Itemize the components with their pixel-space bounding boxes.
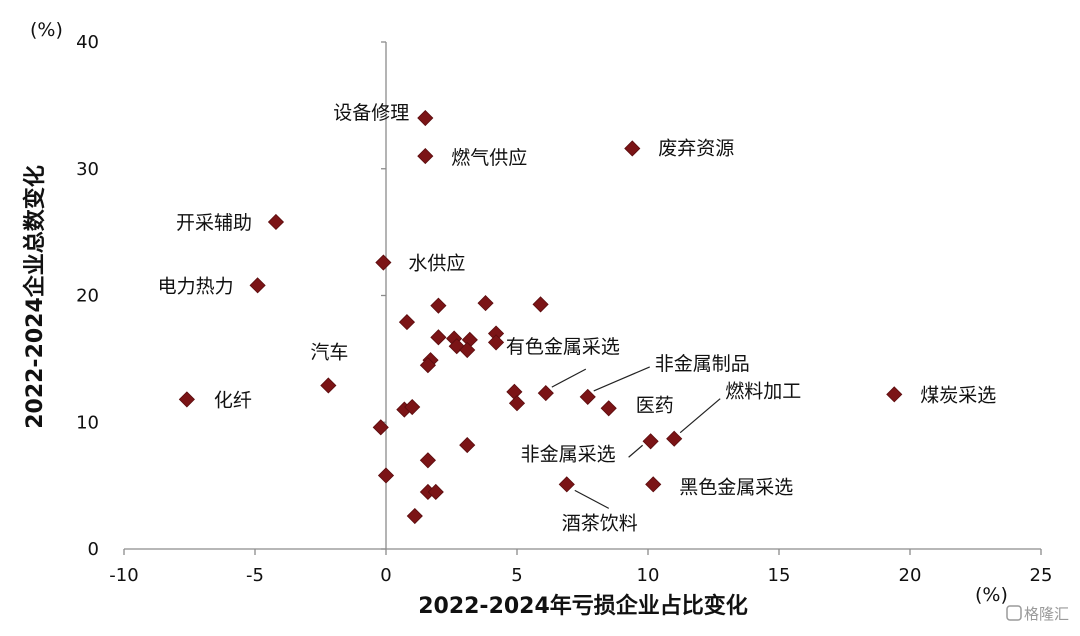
y-axis-unit: (%) — [30, 19, 63, 41]
y-tick-label: 10 — [76, 412, 99, 433]
leader-line — [679, 398, 721, 434]
data-point — [419, 357, 436, 374]
data-point — [506, 383, 523, 400]
leader-line — [628, 444, 644, 458]
y-tick-label: 20 — [76, 286, 99, 307]
data-point — [377, 467, 395, 484]
point-label: 有色金属采选 — [506, 336, 620, 358]
point-label: 燃气供应 — [451, 147, 527, 169]
data-point — [320, 377, 337, 394]
point-label: 水供应 — [408, 253, 465, 275]
leader-line — [551, 368, 587, 388]
data-point — [427, 483, 444, 501]
data-point — [579, 388, 596, 405]
data-point — [178, 391, 195, 408]
watermark-text: 格隆汇 — [1024, 605, 1069, 623]
point-label: 酒茶饮料 — [562, 512, 638, 534]
x-tick-label: 25 — [1030, 565, 1053, 586]
data-point — [487, 334, 505, 351]
x-tick-label: -10 — [109, 565, 138, 586]
y-tick-label: 0 — [88, 539, 99, 560]
y-tick-label: 40 — [76, 32, 99, 53]
data-point — [267, 213, 285, 231]
data-point — [477, 295, 494, 312]
data-point — [886, 386, 903, 403]
point-label: 医药 — [636, 394, 674, 416]
data-point — [375, 254, 392, 271]
point-label: 电力热力 — [158, 275, 234, 297]
data-point — [417, 148, 434, 165]
point-label: 汽车 — [310, 341, 348, 363]
point-label: 煤炭采选 — [920, 384, 996, 406]
data-point — [398, 314, 416, 331]
data-point — [419, 452, 436, 469]
x-tick-label: 0 — [380, 565, 391, 586]
data-point — [430, 297, 447, 314]
data-point — [406, 507, 423, 525]
leader-line — [593, 366, 650, 392]
data-point — [666, 430, 683, 447]
data-point — [459, 341, 476, 359]
data-points — [178, 109, 903, 525]
x-axis-title: 2022-2024年亏损企业占比变化 — [418, 593, 748, 619]
x-axis-unit: (%) — [975, 584, 1008, 606]
leader-lines — [551, 366, 721, 509]
data-point — [404, 398, 421, 416]
data-point — [537, 385, 554, 402]
y-tick-label: 30 — [76, 159, 99, 180]
data-point — [249, 277, 266, 294]
x-tick-label: 20 — [899, 565, 922, 586]
point-label: 非金属采选 — [521, 443, 616, 465]
point-label: 废弃资源 — [658, 137, 734, 159]
data-point — [417, 109, 434, 127]
y-axis-title: 2022-2024企业总数变化 — [22, 165, 48, 429]
leader-line — [574, 489, 610, 509]
data-point — [532, 296, 549, 313]
point-label: 黑色金属采选 — [679, 476, 793, 498]
data-point — [645, 476, 662, 493]
data-point — [558, 476, 575, 493]
data-point — [508, 395, 526, 412]
data-point — [642, 433, 659, 450]
data-point — [430, 329, 447, 346]
data-point — [624, 140, 641, 157]
point-label: 设备修理 — [333, 102, 409, 124]
x-tick-label: -5 — [246, 565, 264, 586]
x-tick-label: 5 — [511, 565, 522, 586]
watermark: 格隆汇 — [1006, 605, 1069, 623]
x-tick-label: 15 — [768, 565, 791, 586]
data-point — [600, 400, 617, 417]
data-point — [459, 436, 476, 454]
data-point — [372, 419, 389, 436]
axes: -10 -5 0 5 10 15 20 25 0 10 20 30 40 — [76, 32, 1052, 586]
point-label: 燃料加工 — [725, 381, 801, 403]
point-label: 开采辅助 — [176, 212, 252, 234]
point-label: 非金属制品 — [655, 353, 750, 375]
point-label: 化纤 — [214, 389, 252, 411]
x-tick-label: 10 — [637, 565, 660, 586]
